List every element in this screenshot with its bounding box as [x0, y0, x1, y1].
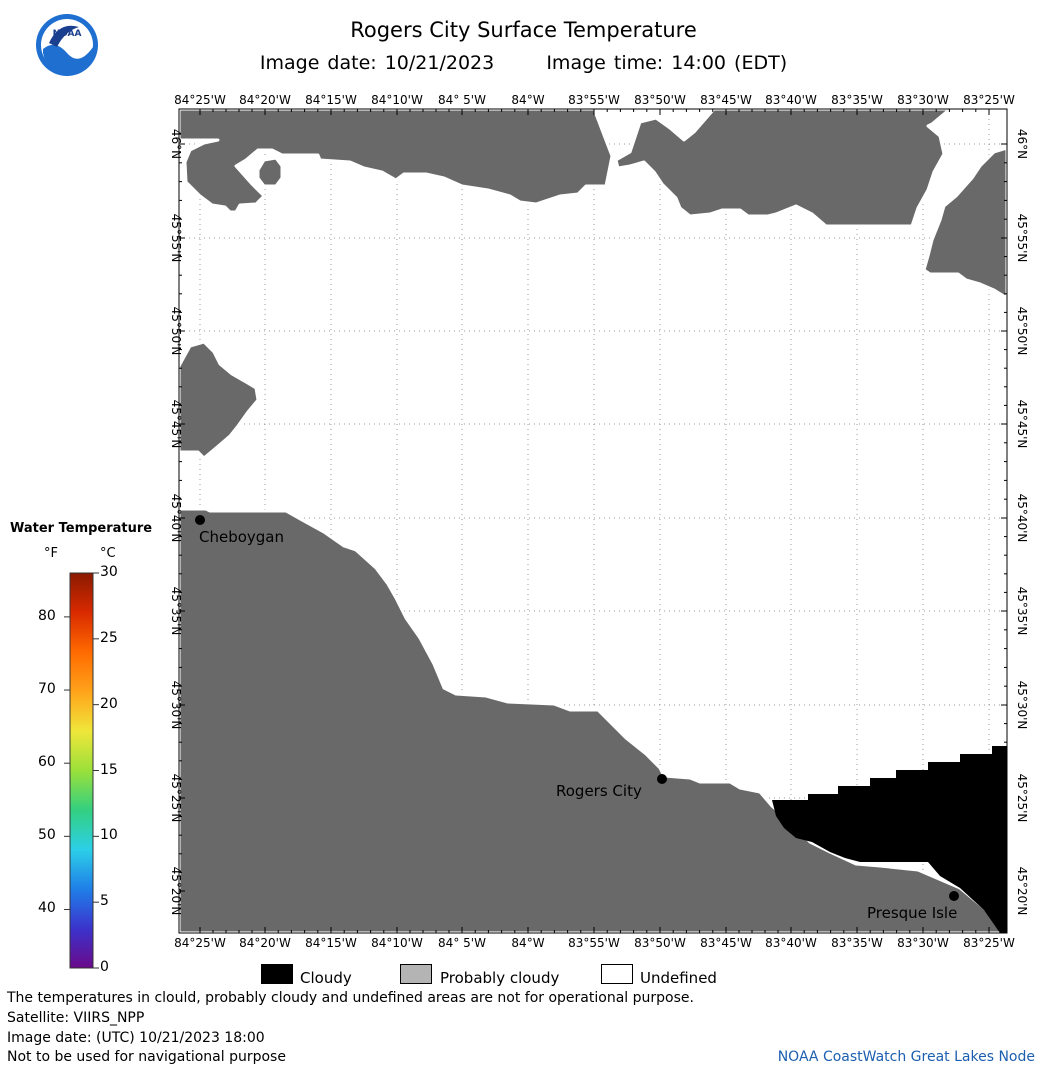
- lon-label-bottom: 83°55'W: [568, 936, 620, 950]
- lon-label-bottom: 83°45'W: [700, 936, 752, 950]
- celsius-tick-label: 0: [100, 959, 109, 975]
- utc-date: Image date: (UTC) 10/21/2023 18:00: [7, 1030, 265, 1046]
- fahrenheit-tick-label: 60: [38, 754, 56, 771]
- lon-label-bottom: 84°20'W: [239, 936, 291, 950]
- islet: [256, 156, 284, 188]
- lon-label-top: 84° 5'W: [438, 93, 486, 107]
- key-undefined-label: Undefined: [640, 969, 717, 987]
- lon-label-bottom: 84°10'W: [371, 936, 423, 950]
- satellite-info: Satellite: VIIRS_NPP: [7, 1010, 145, 1026]
- lat-label-left: 45°20'N: [169, 867, 183, 916]
- land-north-center: [614, 109, 952, 228]
- lat-label-right: 46°N: [1015, 129, 1029, 159]
- image-time: Image time: 14:00 (EDT): [546, 52, 788, 74]
- lat-label-left: 45°40'N: [169, 494, 183, 543]
- lon-label-bottom: 84° 5'W: [438, 936, 486, 950]
- legend-colorbar: [64, 572, 99, 969]
- lat-label-left: 45°35'N: [169, 587, 183, 636]
- land-bois-blanc: [179, 340, 260, 460]
- place-presque-isle: Presque Isle: [867, 891, 959, 922]
- fahrenheit-tick-label: 80: [38, 607, 56, 624]
- lon-label-bottom: 83°35'W: [831, 936, 883, 950]
- lon-label-top: 83°30'W: [897, 93, 949, 107]
- lon-label-top: 84°10'W: [371, 93, 423, 107]
- place-label: Rogers City: [556, 782, 642, 800]
- lon-label-top: 83°50'W: [634, 93, 686, 107]
- map-tick-labels: 84°25'W 84°25'W 84°20'W 84°20'W 84°15'W 84°15…: [169, 93, 1029, 950]
- lon-label-bottom: 83°40'W: [765, 936, 817, 950]
- fahrenheit-tick-label: 50: [38, 827, 56, 844]
- lon-label-top: 84°20'W: [239, 93, 291, 107]
- lat-label-left: 45°25'N: [169, 774, 183, 823]
- lon-label-top: 84°25'W: [174, 93, 226, 107]
- lon-label-bottom: 84°25'W: [174, 936, 226, 950]
- lat-label-left: 45°55'N: [169, 214, 183, 263]
- fahrenheit-tick-label: 40: [38, 900, 56, 917]
- lat-label-right: 45°55'N: [1015, 214, 1029, 263]
- lat-label-left: 46°N: [169, 129, 183, 159]
- land: [179, 109, 1007, 933]
- key-cloudy-label: Cloudy: [300, 969, 352, 987]
- lon-label-top: 83°55'W: [568, 93, 620, 107]
- place-label: Presque Isle: [867, 904, 957, 922]
- lat-label-right: 45°20'N: [1015, 867, 1029, 916]
- celsius-tick-label: 5: [100, 893, 109, 910]
- lon-label-top: 83°40'W: [765, 93, 817, 107]
- legend-title: Water Temperature: [10, 521, 153, 536]
- lat-label-right: 45°40'N: [1015, 494, 1029, 543]
- land-north-west: [179, 109, 614, 214]
- noaa-logo-icon: NOAA: [35, 13, 99, 77]
- place-cheboygan: Cheboygan: [195, 515, 284, 546]
- celsius-tick-label: 10: [100, 827, 118, 844]
- disclaimer: The temperatures in clould, probably clo…: [7, 990, 694, 1006]
- place-label: Cheboygan: [199, 528, 284, 546]
- lon-label-bottom: 83°25'W: [963, 936, 1015, 950]
- place-rogers-city: Rogers City: [556, 774, 667, 800]
- lon-label-top: 83°35'W: [831, 93, 883, 107]
- lon-label-top: 83°45'W: [700, 93, 752, 107]
- celsius-tick-label: 30: [100, 564, 118, 580]
- fahrenheit-tick-label: 70: [38, 681, 56, 698]
- lat-label-right: 45°45'N: [1015, 400, 1029, 449]
- lon-label-top: 84°15'W: [305, 93, 357, 107]
- lat-label-left: 45°30'N: [169, 681, 183, 730]
- unit-fahrenheit: °F: [44, 546, 58, 561]
- lon-label-bottom: 83°30'W: [897, 936, 949, 950]
- cloudy-region: [772, 746, 1007, 933]
- celsius-tick-label: 15: [100, 761, 118, 778]
- place-marker-icon: [195, 515, 205, 525]
- map-frame: [178, 108, 1008, 934]
- key-probably-cloudy-label: Probably cloudy: [440, 969, 560, 987]
- lat-label-right: 45°30'N: [1015, 681, 1029, 730]
- lat-label-right: 45°25'N: [1015, 774, 1029, 823]
- map-ticks: [179, 109, 1007, 933]
- lat-label-right: 45°50'N: [1015, 307, 1029, 356]
- lat-label-right: 45°35'N: [1015, 587, 1029, 636]
- lon-label-bottom: 84°W: [511, 936, 544, 950]
- land-south: [179, 507, 1007, 933]
- image-datetime: Image date: 10/21/2023 Image time: 14:00…: [0, 52, 1047, 74]
- lon-label-bottom: 83°50'W: [634, 936, 686, 950]
- credit-link[interactable]: NOAA CoastWatch Great Lakes Node: [777, 1049, 1035, 1065]
- lon-label-bottom: 84°15'W: [305, 936, 357, 950]
- lon-label-top: 84°W: [511, 93, 544, 107]
- place-marker-icon: [949, 891, 959, 901]
- map-title: Rogers City Surface Temperature: [350, 18, 697, 42]
- noaa-logo-text: NOAA: [53, 29, 82, 39]
- place-marker-icon: [657, 774, 667, 784]
- key-cloudy-swatch: [261, 964, 293, 984]
- land-north-east: [922, 146, 1007, 300]
- lat-label-left: 45°45'N: [169, 400, 183, 449]
- key-undefined-swatch: [601, 964, 633, 984]
- navigation-warning: Not to be used for navigational purpose: [7, 1049, 286, 1065]
- lat-label-left: 45°50'N: [169, 307, 183, 356]
- lon-label-top: 83°25'W: [963, 93, 1015, 107]
- key-probably-cloudy-swatch: [400, 964, 432, 984]
- unit-celsius: °C: [100, 546, 116, 561]
- image-date: Image date: 10/21/2023: [259, 52, 495, 74]
- celsius-tick-label: 20: [100, 695, 118, 712]
- celsius-tick-label: 25: [100, 629, 118, 646]
